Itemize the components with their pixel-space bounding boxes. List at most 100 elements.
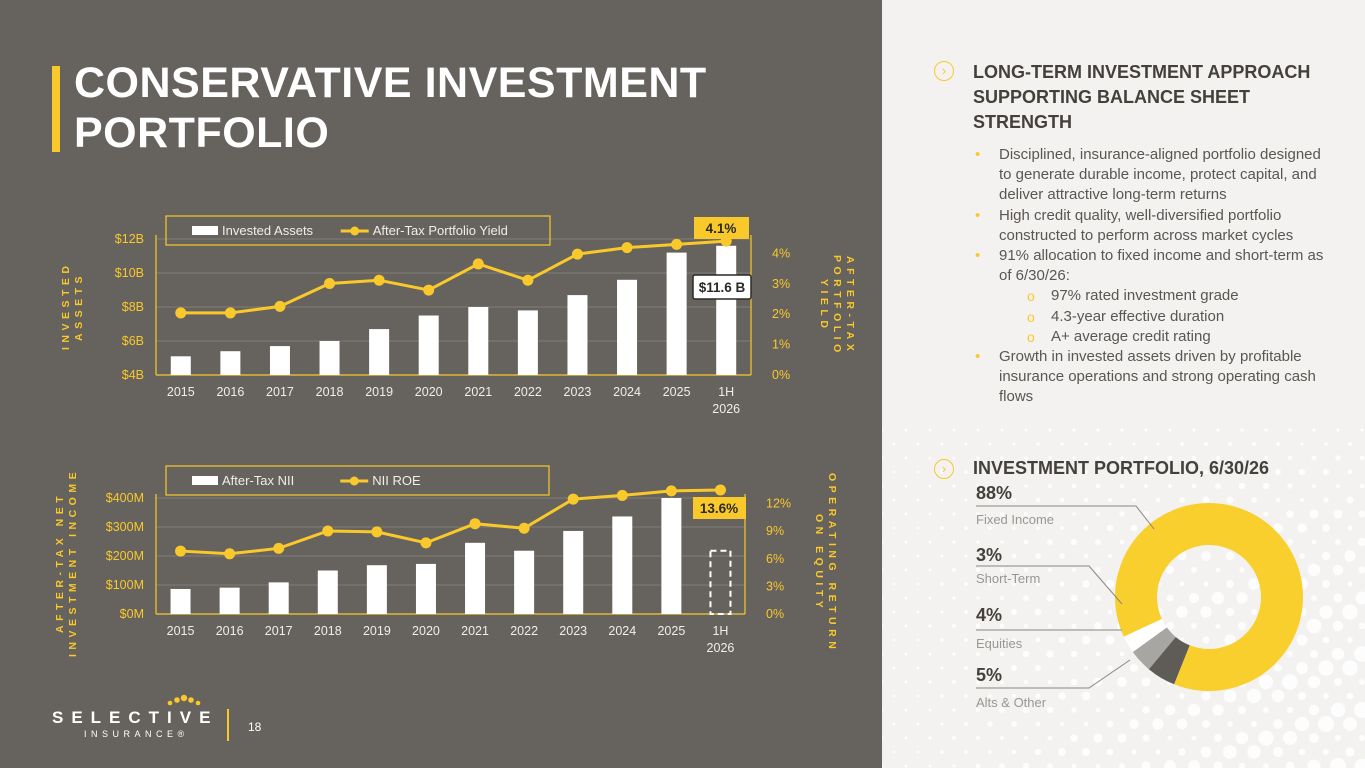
pattern-dot [904, 652, 908, 656]
y2-tick-label: 4% [772, 246, 790, 260]
pattern-dot [1164, 704, 1176, 716]
donut-slice [1115, 502, 1303, 691]
pattern-dot [1308, 704, 1320, 716]
pattern-dot [882, 708, 884, 712]
pattern-dot [1202, 720, 1210, 728]
pattern-dot [1264, 456, 1268, 460]
pattern-dot [1130, 692, 1138, 700]
pattern-dot [928, 624, 932, 628]
pattern-dot [1322, 524, 1330, 532]
pattern-dot [1023, 623, 1029, 629]
pattern-dot [1036, 526, 1040, 530]
pattern-dot [1129, 663, 1139, 673]
pattern-dot [882, 428, 884, 432]
pattern-dot [1354, 646, 1365, 662]
y-tick-label: $10B [115, 266, 144, 280]
pattern-dot [916, 638, 920, 642]
pattern-dot [1215, 623, 1221, 629]
pattern-dot [1012, 582, 1016, 586]
pattern-dot [1225, 607, 1235, 617]
pattern-dot [1226, 580, 1234, 588]
pattern-dot [1106, 748, 1114, 756]
pattern-dot [1202, 636, 1210, 644]
pattern-dot [928, 680, 932, 684]
pattern-dot [1318, 660, 1334, 676]
pattern-dot [1359, 483, 1365, 489]
pattern-dot [1246, 688, 1262, 704]
pattern-dot [892, 694, 896, 698]
pattern-dot [1300, 442, 1304, 446]
pattern-dot [1011, 721, 1017, 727]
pattern-dot [1286, 706, 1294, 714]
pattern-dot [1155, 693, 1161, 699]
y2-tick-label: 0% [766, 607, 784, 621]
line-point [567, 493, 579, 505]
pattern-dot [1105, 579, 1115, 589]
pattern-dot [999, 595, 1005, 601]
pattern-dot [916, 470, 920, 474]
bar [563, 530, 584, 614]
pattern-dot [1105, 635, 1115, 645]
pattern-dot [1024, 428, 1028, 432]
pattern-dot [1359, 679, 1365, 685]
pattern-dot [1059, 581, 1065, 587]
pattern-dot [1179, 693, 1185, 699]
bar [617, 279, 638, 375]
bar [517, 310, 538, 375]
pattern-dot [882, 680, 884, 684]
pattern-dot [1070, 594, 1078, 602]
pattern-dot [904, 680, 908, 684]
pattern-dot [1130, 524, 1138, 532]
pattern-dot [1058, 692, 1066, 700]
pattern-dot [1344, 550, 1356, 562]
pattern-dot [904, 596, 908, 600]
x-tick-label: 2025 [663, 385, 691, 399]
pattern-dot [1059, 553, 1065, 559]
pattern-dot [1152, 718, 1164, 730]
assets-callout-box [692, 274, 752, 300]
pattern-dot [1223, 689, 1237, 703]
pattern-dot [1334, 678, 1342, 686]
pattern-dot [1333, 509, 1343, 519]
pattern-dot [882, 512, 884, 516]
pattern-dot [1035, 693, 1041, 699]
pattern-dot [1227, 441, 1233, 447]
pattern-dot [1307, 759, 1321, 768]
pattern-dot [882, 764, 884, 768]
pattern-dot [975, 735, 981, 741]
pattern-dot [999, 707, 1005, 713]
pattern-dot [1071, 763, 1077, 768]
bullet-item: Growth in invested assets driven by prof… [973, 347, 1333, 408]
pattern-dot [928, 484, 932, 488]
pattern-dot [928, 512, 932, 516]
pattern-dot [1263, 707, 1269, 713]
pattern-dot [1200, 746, 1212, 758]
pattern-dot [1022, 706, 1030, 714]
y-tick-label: $200M [106, 549, 144, 563]
pattern-dot [1299, 553, 1305, 559]
leader-line [976, 505, 1155, 530]
pattern-dot [928, 652, 932, 656]
line-point [371, 526, 383, 538]
pattern-dot [1188, 592, 1200, 604]
pattern-dot [928, 568, 932, 572]
pattern-dot [999, 679, 1005, 685]
x-tick-label: 2026 [707, 641, 735, 655]
pattern-dot [1237, 705, 1247, 715]
sub-bullet-item: 97% rated investment grade [973, 286, 1333, 306]
pattern-dot [1357, 537, 1365, 547]
pattern-dot [1167, 735, 1173, 741]
pattern-dot [916, 750, 920, 754]
pattern-dot [1359, 455, 1365, 461]
line-point [420, 537, 432, 549]
pattern-dot [976, 512, 980, 516]
pattern-dot [882, 652, 884, 656]
pattern-dot [1129, 719, 1139, 729]
pattern-dot [1287, 483, 1293, 489]
pattern-dot [892, 722, 896, 726]
sub-bullet-item: A+ average credit rating [973, 327, 1333, 347]
pattern-dot [940, 582, 944, 586]
pattern-dot [1176, 718, 1188, 730]
pattern-dot [1251, 441, 1257, 447]
pattern-dot [988, 582, 992, 586]
